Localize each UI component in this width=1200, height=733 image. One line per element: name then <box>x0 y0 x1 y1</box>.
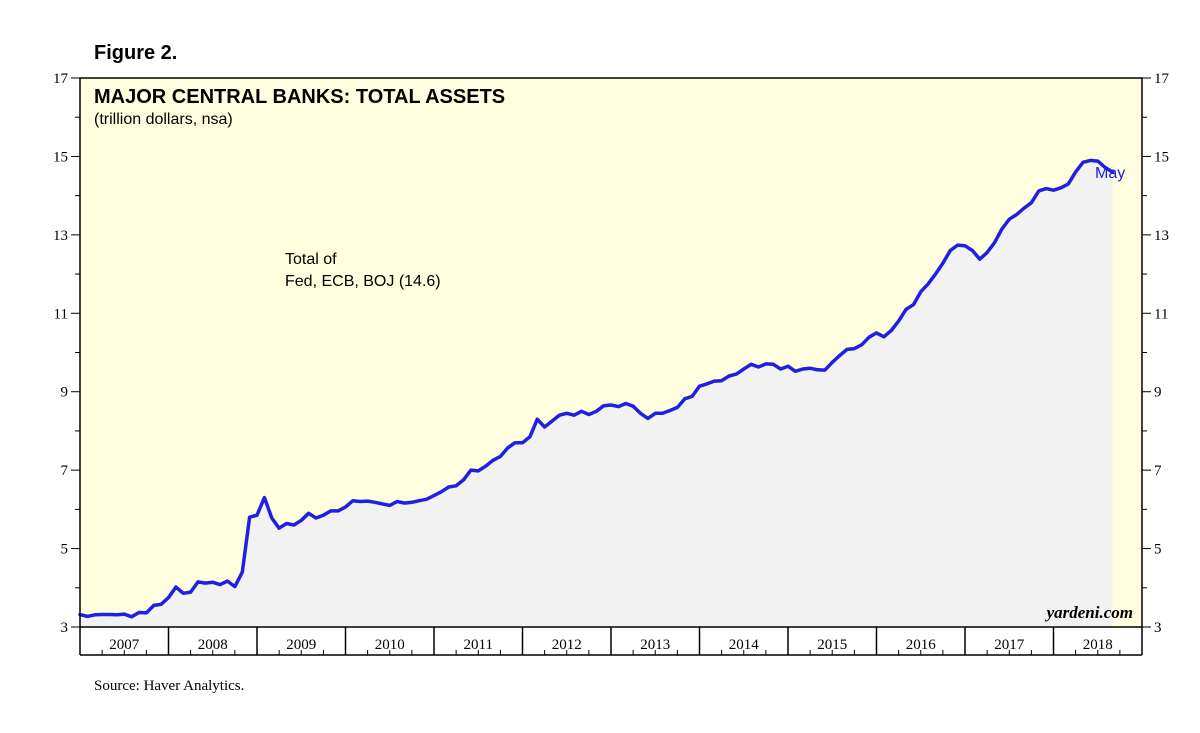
y-tick-label-right: 7 <box>1154 463 1162 479</box>
y-tick-label-right: 17 <box>1154 71 1170 87</box>
y-tick-label-left: 11 <box>54 306 68 322</box>
plot-border <box>79 77 1143 628</box>
x-tick-label: 2017 <box>994 637 1025 653</box>
y-tick-label-left: 7 <box>61 463 69 479</box>
x-tick-label: 2013 <box>640 637 670 653</box>
y-tick-label-left: 13 <box>53 228 68 244</box>
watermark: yardeni.com <box>1045 603 1133 622</box>
figure-label: Figure 2. <box>94 42 178 64</box>
end-label: May <box>1095 165 1125 182</box>
y-axis-right: 3 5 7 9 11 13 15 17 <box>1142 71 1170 636</box>
x-tick-label: 2016 <box>906 637 937 653</box>
source-note: Source: Haver Analytics. <box>94 678 245 694</box>
annotation-line-1: Total of <box>285 251 337 268</box>
y-tick-label-right: 9 <box>1154 385 1162 401</box>
x-tick-label: 2009 <box>286 637 316 653</box>
series-line <box>78 158 1115 619</box>
y-tick-label-left: 5 <box>61 542 69 558</box>
x-tick-label: 2018 <box>1083 637 1113 653</box>
x-axis: 2007 2008 2009 2010 2011 2012 2013 2014 2015 2016… <box>101 627 1121 655</box>
annotation-line-2: Fed, ECB, BOJ (14.6) <box>285 273 441 290</box>
y-tick-label-left: 9 <box>61 385 69 401</box>
y-tick-label-left: 3 <box>61 620 69 636</box>
x-tick-label: 2007 <box>109 637 140 653</box>
x-tick-label: 2014 <box>729 637 760 653</box>
series-area <box>80 160 1113 627</box>
y-tick-label-right: 13 <box>1154 228 1169 244</box>
x-tick-label: 2010 <box>375 637 405 653</box>
y-tick-label-right: 3 <box>1154 620 1162 636</box>
y-tick-label-left: 17 <box>53 71 69 87</box>
y-axis-left: 3 5 7 9 11 13 15 17 <box>53 71 80 636</box>
x-tick-label: 2015 <box>817 637 847 653</box>
y-tick-label-right: 11 <box>1154 306 1168 322</box>
x-tick-label: 2008 <box>198 637 228 653</box>
chart-title: MAJOR CENTRAL BANKS: TOTAL ASSETS <box>94 86 505 108</box>
x-tick-label: 2012 <box>552 637 582 653</box>
y-tick-label-left: 15 <box>53 149 68 165</box>
x-tick-label: 2011 <box>464 637 493 653</box>
chart-subtitle: (trillion dollars, nsa) <box>94 111 233 128</box>
y-tick-label-right: 5 <box>1154 542 1162 558</box>
y-tick-label-right: 15 <box>1154 149 1169 165</box>
